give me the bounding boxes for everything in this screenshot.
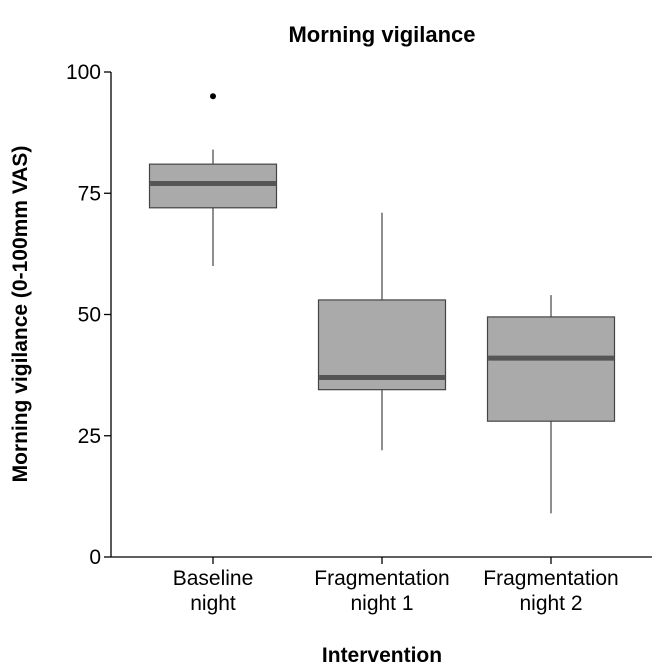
box-group-3	[486, 295, 616, 514]
y-axis-title: Morning vigilance (0-100mm VAS)	[9, 146, 32, 483]
y-tick-label: 25	[78, 425, 101, 448]
x-tick-label-line: Baseline	[173, 567, 254, 590]
x-tick-label-line: Fragmentation	[483, 567, 618, 590]
chart-title: Morning vigilance	[288, 22, 475, 47]
x-tick-label: Fragmentation night 1	[314, 567, 449, 615]
box-group-1	[148, 93, 278, 266]
x-tick-label-line: night 1	[350, 592, 413, 615]
y-tick-label: 50	[78, 304, 101, 327]
iqr-box	[486, 316, 616, 422]
iqr-box	[317, 299, 447, 391]
x-tick-label-line: Fragmentation	[314, 567, 449, 590]
y-tick-label: 75	[78, 182, 101, 205]
outlier-point	[210, 93, 216, 100]
box-group-2	[317, 212, 447, 451]
x-axis-title: Intervention	[322, 644, 442, 667]
x-tick-label: Baseline night	[173, 567, 254, 615]
x-tick-label: Fragmentation night 2	[483, 567, 618, 615]
x-tick-label-line: night 2	[519, 592, 582, 615]
y-tick-label: 100	[66, 61, 101, 84]
y-tick-label: 0	[89, 546, 101, 569]
x-tick-label-line: night	[190, 592, 236, 615]
plot-area	[148, 93, 616, 514]
